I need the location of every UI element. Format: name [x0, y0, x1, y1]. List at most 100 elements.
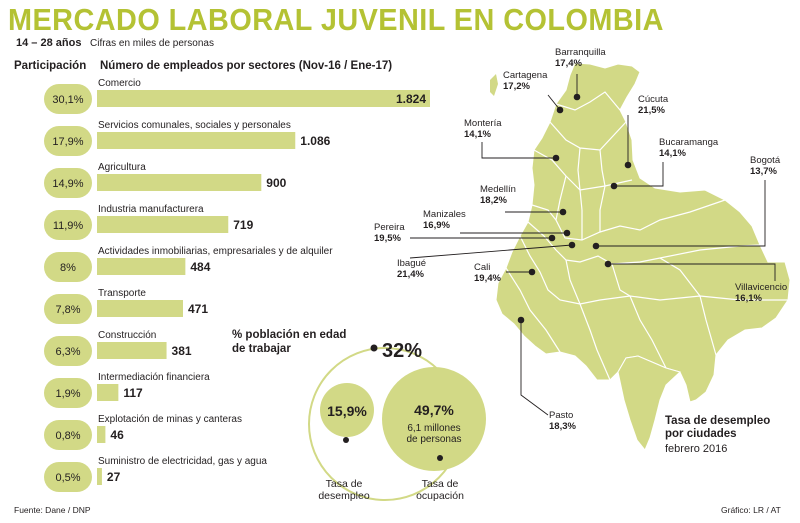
city-unemployment-rate: 14,1%	[659, 148, 686, 159]
sector-row: 14,9% Agricultura 900	[44, 162, 287, 198]
sector-label: Construcción	[98, 330, 156, 341]
participation-pill	[44, 126, 92, 156]
sector-label: Servicios comunales, sociales y personal…	[98, 120, 291, 131]
employment-bubble	[382, 367, 486, 471]
sector-label: Intermediación financiera	[98, 372, 210, 383]
sector-label: Actividades inmobiliarias, empresariales…	[98, 246, 333, 257]
sector-value-label: 381	[172, 344, 192, 358]
city-unemployment-rate: 18,2%	[480, 195, 507, 206]
participation-header: Participación	[14, 60, 87, 72]
participation-pill	[44, 420, 92, 450]
city-marker	[624, 161, 632, 169]
city-leader-line	[409, 244, 573, 259]
participation-label: 0,8%	[55, 430, 80, 442]
participation-label: 8%	[60, 262, 76, 274]
sector-bar	[97, 342, 167, 359]
participation-label: 6,3%	[55, 346, 80, 358]
map-shape	[490, 62, 791, 451]
sector-label: Comercio	[98, 78, 141, 89]
sector-row: 11,9% Industria manufacturera 719	[44, 204, 254, 240]
source-label: Fuente: Dane / DNP	[14, 505, 91, 515]
city-leader-line	[596, 180, 766, 247]
city-leader-line	[481, 142, 556, 159]
sector-row: 1,9% Intermediación financiera 117	[44, 372, 210, 408]
working-age-percent: 32%	[382, 340, 422, 362]
sector-value-label: 471	[188, 302, 208, 316]
sector-bar	[97, 258, 186, 275]
city-marker	[517, 316, 525, 324]
city-name: Cúcuta	[638, 94, 669, 105]
sector-bar	[97, 132, 296, 149]
employees-header: Número de empleados por sectores (Nov-16…	[100, 60, 393, 72]
city-unemployment-rate: 14,1%	[464, 129, 491, 140]
sector-row: 6,3% Construcción 381	[44, 330, 192, 366]
city-marker	[610, 182, 618, 190]
city-name: Pasto	[549, 410, 574, 421]
participation-label: 1,9%	[55, 388, 80, 400]
participation-pill	[44, 168, 92, 198]
city-label: Montería 14,1%	[464, 118, 502, 140]
participation-label: 0,5%	[55, 472, 80, 484]
city-name: Pereira	[374, 222, 405, 233]
sector-value-label: 27	[107, 470, 121, 484]
city-name: Montería	[464, 118, 502, 129]
city-unemployment-rate: 19,4%	[474, 273, 501, 284]
sector-label: Suministro de electricidad, gas y agua	[98, 456, 267, 467]
city-unemployment-rate: 17,4%	[555, 58, 582, 69]
participation-pill	[44, 84, 92, 114]
city-label: Pereira 19,5%	[374, 222, 405, 244]
city-marker	[604, 260, 612, 268]
city-unemployment-rate: 19,5%	[374, 233, 401, 244]
sector-row: 0,8% Explotación de minas y canteras 46	[44, 414, 242, 450]
sector-value-label: 1.824	[396, 92, 426, 106]
city-name: Villavicencio	[735, 282, 788, 293]
participation-label: 30,1%	[52, 94, 83, 106]
city-leader-line	[520, 320, 549, 416]
unemployment-rate-value: 15,9%	[327, 403, 367, 419]
unemployment-bubble	[320, 383, 374, 437]
city-marker	[528, 268, 536, 276]
city-name: Bucaramanga	[659, 137, 719, 148]
participation-pill	[44, 252, 92, 282]
city-marker	[548, 234, 556, 242]
city-label: Cali 19,4%	[474, 262, 501, 284]
employment-marker	[437, 455, 443, 461]
city-marker	[592, 242, 600, 250]
employment-rate-value: 49,7%	[414, 402, 454, 418]
sector-row: 8% Actividades inmobiliarias, empresarial…	[44, 246, 333, 282]
population-title: % población en edad de trabajar	[232, 329, 347, 355]
city-unemployment-rate: 21,4%	[397, 269, 424, 280]
sector-value-label: 117	[123, 386, 143, 400]
page-title: MERCADO LABORAL JUVENIL EN COLOMBIA	[8, 2, 664, 37]
credit-label: Gráfico: LR / AT	[721, 505, 781, 515]
participation-pill	[44, 294, 92, 324]
sector-row: 0,5% Suministro de electricidad, gas y ag…	[44, 456, 267, 492]
sector-bar	[97, 426, 106, 443]
unemployment-marker	[343, 437, 349, 443]
city-name: Manizales	[423, 209, 466, 220]
employment-note: de personas	[406, 434, 461, 445]
sector-value-label: 1.086	[300, 134, 330, 148]
map-legend-subtitle: febrero 2016	[665, 443, 728, 455]
participation-pill	[44, 210, 92, 240]
employment-label: Tasa de	[422, 478, 459, 490]
city-unemployment-rate: 18,3%	[549, 421, 576, 432]
sector-label: Industria manufacturera	[98, 204, 204, 215]
city-label: Bogotá 13,7%	[750, 155, 780, 177]
city-label: Pasto 18,3%	[549, 410, 576, 432]
unemployment-label: Tasa de	[326, 478, 363, 490]
city-label: Ibagué 21,4%	[397, 258, 426, 280]
city-marker	[559, 208, 567, 216]
units-label: Cifras en miles de personas	[90, 38, 214, 49]
unemployment-label: desempleo	[318, 490, 370, 502]
city-name: Medellín	[480, 184, 516, 195]
participation-pill	[44, 378, 92, 408]
age-range-label: 14 – 28 años	[16, 37, 82, 49]
participation-pill	[44, 462, 92, 492]
sector-row: 17,9% Servicios comunales, sociales y per…	[44, 120, 331, 156]
employment-label: ocupación	[416, 490, 464, 502]
sector-bar	[97, 216, 229, 233]
